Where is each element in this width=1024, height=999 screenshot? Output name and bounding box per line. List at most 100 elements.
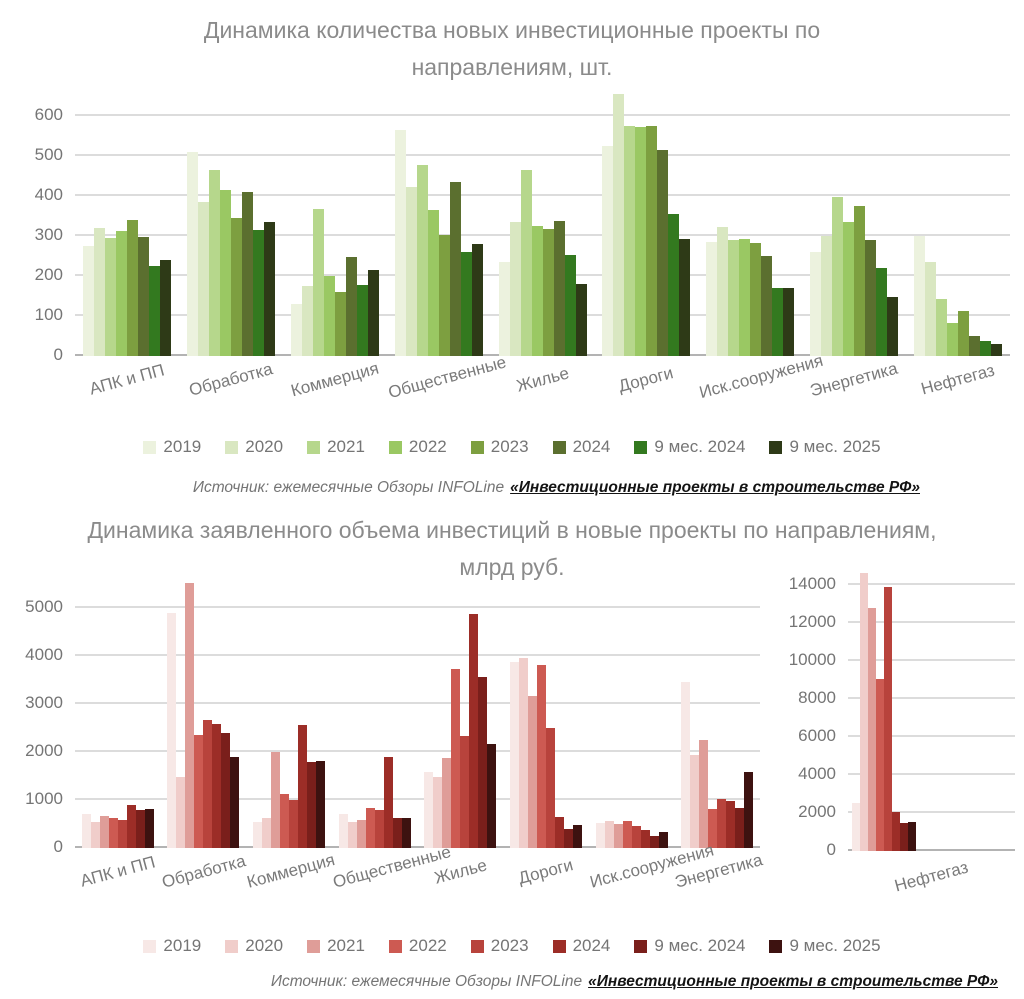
legend-swatch-icon	[634, 939, 648, 953]
bar-9 мес. 2024-Нефтегаз	[980, 341, 992, 356]
x-label-Общественные: Общественные	[330, 842, 453, 892]
y-tick-100: 100	[34, 305, 63, 324]
bar-2019-Коммерция	[290, 304, 302, 356]
bar-9 мес. 2024-Дороги	[563, 829, 573, 848]
bar-2021-Энергетика	[832, 197, 844, 356]
chart2-oil-plot: 0 2000 4000 6000 8000 10000 12000 14000 Нефтегаз	[789, 566, 1015, 895]
legend-swatch-icon	[225, 440, 239, 454]
y-tick-5000: 5000	[25, 597, 63, 616]
bar-2021-Иск.сооружения	[728, 240, 740, 356]
bar-2022-Общественные	[365, 808, 375, 848]
bar-2021-Коммерция	[312, 209, 324, 356]
bar-2020-Энергетика	[821, 236, 833, 356]
x-label-Коммерция: Коммерция	[288, 358, 381, 401]
bar-2024-Энергетика	[865, 240, 877, 356]
legend-swatch-icon	[307, 939, 321, 953]
legend-label: 2022	[408, 437, 447, 456]
bar-2019-Обработка	[167, 613, 177, 848]
chart1-title: Динамика количества новых инвестиционные…	[203, 17, 821, 80]
legend-item-9 мес. 2025: 9 мес. 2025	[769, 437, 881, 457]
bar-9 мес. 2024-АПК и ПП	[135, 810, 145, 848]
legend-item-9 мес. 2025: 9 мес. 2025	[769, 936, 881, 956]
source-link[interactable]: «Инвестиционные проекты в строительстве …	[510, 479, 920, 496]
legend-swatch-icon	[307, 440, 321, 454]
legend-label: 2024	[572, 437, 611, 456]
bar-9 мес. 2025-Обработка	[230, 757, 240, 848]
legend-swatch-icon	[143, 440, 157, 454]
bar-2024-Иск.сооружения	[640, 830, 650, 848]
bar-2024-Коммерция	[345, 257, 357, 356]
x-label-Обработка: Обработка	[159, 851, 248, 892]
bar-2020-Жилье	[509, 222, 521, 356]
bar-9 мес. 2025-АПК и ПП	[144, 809, 154, 848]
bar-2022-Обработка	[194, 735, 204, 848]
y-tick-3000: 3000	[25, 693, 63, 712]
y-tick-14000: 14000	[788, 574, 836, 593]
legend-swatch-icon	[388, 440, 402, 454]
legend-swatch-icon	[225, 939, 239, 953]
bar-9 мес. 2025-Энергетика	[887, 297, 899, 356]
bar-2020-Коммерция	[301, 286, 313, 356]
chart2-main-plot: 0 1000 2000 3000 4000 5000 АПК и ПП Обработка Ко…	[25, 578, 765, 892]
y-tick-2000: 2000	[25, 741, 63, 760]
y-tick-400: 400	[34, 185, 63, 204]
bar-2019-Иск.сооружения	[706, 242, 718, 356]
bar-9 мес. 2024-Дороги	[668, 214, 680, 356]
bar-2020-Дороги	[613, 94, 625, 356]
source-text: Источник: ежемесячные Обзоры INFOLine	[192, 479, 505, 496]
bar-2024-Обработка	[241, 192, 253, 356]
bar-9 мес. 2024-Нефтегаз	[900, 823, 908, 851]
bar-group-Иск.сооружения	[589, 821, 675, 848]
bar-2020-Нефтегаз	[925, 262, 937, 356]
y-tick-0: 0	[826, 840, 836, 859]
bar-group-Общественные	[387, 130, 491, 356]
bar-2019-Дороги	[509, 662, 519, 848]
bar-2021-Жилье	[520, 170, 532, 356]
bar-2022-Дороги	[635, 127, 647, 356]
bar-2024-Нефтегаз	[969, 336, 981, 356]
legend-label: 9 мес. 2025	[789, 437, 881, 456]
bar-2023-Иск.сооружения	[631, 826, 641, 848]
bar-2020-Нефтегаз	[860, 573, 868, 851]
legend-item-2023: 2023	[470, 437, 529, 457]
bar-2022-Жилье	[531, 226, 543, 356]
bar-2019-Дороги	[602, 146, 614, 356]
bar-2022-Общественные	[427, 210, 439, 356]
bar-group-Жилье	[418, 614, 504, 848]
bar-2024-АПК и ПП	[126, 805, 136, 848]
bar-2024-Коммерция	[298, 725, 308, 848]
bar-2024-Жилье	[469, 614, 479, 848]
bar-2024-АПК и ПП	[137, 237, 149, 356]
y-tick-4000: 4000	[798, 764, 836, 783]
bar-2020-Коммерция	[262, 818, 272, 848]
x-label-АПК и ПП: АПК и ПП	[78, 852, 158, 891]
bar-2023-Нефтегаз	[958, 311, 970, 356]
chart1-source: Источник: ежемесячные Обзоры INFOLine «Ин…	[0, 479, 920, 497]
bar-9 мес. 2024-Иск.сооружения	[649, 836, 659, 848]
bar-2022-Иск.сооружения	[739, 239, 751, 356]
bar-2024-Дороги	[657, 150, 669, 356]
gridline-0	[75, 846, 760, 848]
bar-2021-Нефтегаз	[936, 299, 948, 356]
bar-2023-Нефтегаз	[884, 587, 892, 851]
x-label-Общественные: Общественные	[385, 352, 508, 403]
source-link[interactable]: «Инвестиционные проекты в строительстве …	[588, 973, 998, 990]
bar-group-Коммерция	[246, 725, 332, 848]
gridline-2000	[848, 811, 1015, 813]
bar-group-Общественные	[332, 757, 418, 848]
gridline-4000	[75, 654, 760, 656]
bar-2022-АПК и ПП	[115, 231, 127, 356]
bar-groups	[75, 86, 1010, 356]
x-label-Иск.сооружения: Иск.сооружения	[587, 840, 716, 892]
bar-2021-Дороги	[527, 696, 537, 848]
bar-2023-Коммерция	[289, 800, 299, 848]
legend-swatch-icon	[143, 939, 157, 953]
bar-9 мес. 2024-Коммерция	[307, 762, 317, 848]
bar-9 мес. 2025-Энергетика	[744, 772, 754, 848]
bar-group-Энергетика	[674, 682, 760, 848]
bar-2023-Иск.сооружения	[750, 243, 762, 356]
bar-2021-Жилье	[442, 758, 452, 848]
bar-2020-Дороги	[518, 658, 528, 848]
legend-label: 2023	[490, 936, 529, 955]
